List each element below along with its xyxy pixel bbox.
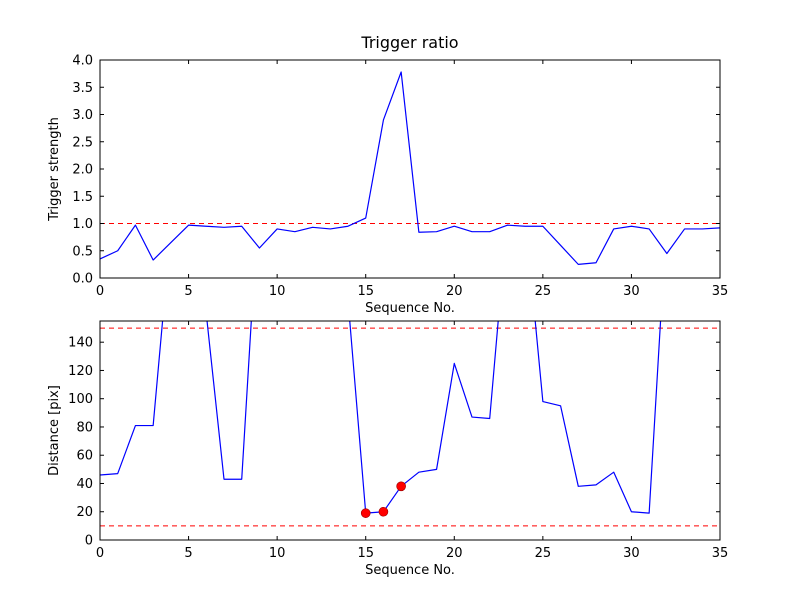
x-tick-label: 0: [96, 546, 104, 561]
x-tick-label: 25: [535, 546, 552, 561]
axes-2: 0 5 10 15 20 25 30 35 0 20 40 60 80 100 120 140 Sequence…: [47, 320, 729, 578]
marker-point: [396, 481, 406, 492]
x-tick-label: 30: [623, 546, 640, 561]
x-tick-label: 35: [712, 546, 729, 561]
axes-1: 0 5 10 15 20 25 30 35 0.0 0.5 1.0 1.5 2.0 2.5 3.0 3.5 4.…: [47, 33, 728, 316]
y-tick-label: 20: [76, 505, 93, 520]
y-tick-label: 60: [76, 449, 93, 464]
x-axis-label: Sequence No.: [365, 563, 455, 578]
x-tick-label: 20: [446, 284, 463, 299]
data-line: [100, 71, 720, 265]
x-tick-label: 20: [446, 546, 463, 561]
y-tick-label: 40: [76, 477, 93, 492]
y-tick-label: 80: [76, 420, 93, 435]
y-tick-label: 1.5: [72, 190, 93, 205]
chart-title: Trigger ratio: [360, 33, 458, 52]
x-tick-label: 25: [535, 284, 552, 299]
y-tick-label: 3.5: [72, 81, 93, 96]
axes-spines: [99, 320, 721, 541]
x-tick-label: 15: [357, 284, 374, 299]
y-tick-label: 0: [85, 534, 93, 549]
y-tick-label: 0.5: [72, 244, 93, 259]
y-axis-label: Distance [pix]: [47, 385, 62, 476]
y-tick-label: 1.0: [72, 217, 93, 232]
y-tick-label: 100: [68, 392, 93, 407]
marker-point: [360, 508, 371, 518]
y-tick-label: 2.0: [72, 163, 93, 178]
x-axis-label: Sequence No.: [365, 301, 455, 316]
x-tick-label: 10: [269, 546, 286, 561]
data-line: [100, 321, 662, 514]
x-tick-label: 35: [712, 284, 729, 299]
y-tick-label: 2.5: [72, 135, 93, 150]
y-tick-label: 4.0: [72, 54, 93, 69]
x-tick-label: 10: [269, 284, 286, 299]
x-tick-label: 0: [96, 284, 104, 299]
y-tick-label: 0.0: [72, 272, 93, 287]
x-tick-label: 30: [623, 284, 640, 299]
y-tick-label: 140: [68, 336, 93, 351]
y-tick-label: 3.0: [72, 108, 93, 123]
y-axis-label: Trigger strength: [47, 117, 62, 222]
x-tick-label: 5: [184, 546, 192, 561]
x-tick-label: 15: [357, 546, 374, 561]
y-tick-label: 120: [68, 364, 93, 379]
marker-point: [378, 506, 389, 517]
x-tick-label: 5: [184, 284, 192, 299]
